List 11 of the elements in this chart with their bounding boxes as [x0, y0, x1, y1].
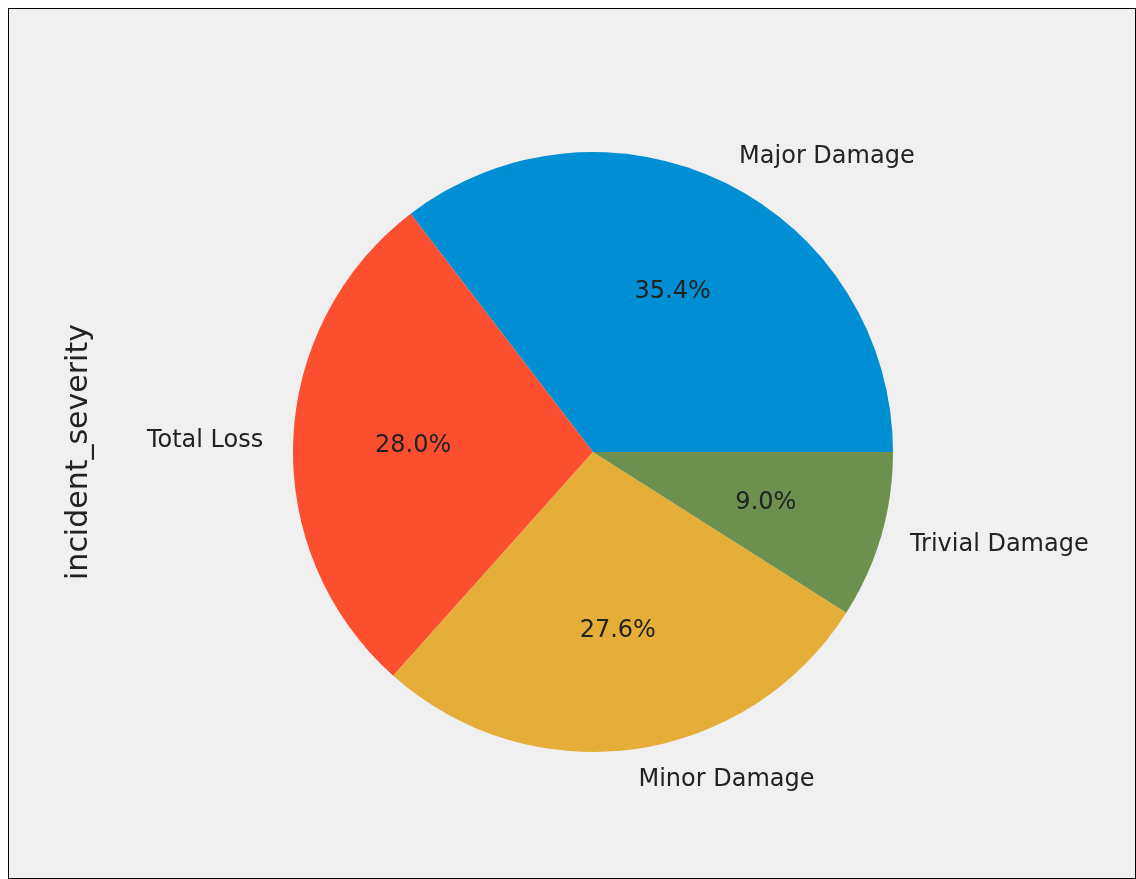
text: incident_severity — [58, 324, 94, 580]
data-label: 9.0% — [735, 487, 797, 516]
pie-slice — [393, 452, 847, 752]
slice-label: Minor Damage — [638, 763, 815, 792]
slice-label: Major Damage — [739, 141, 915, 170]
slice-label: Total Loss — [145, 424, 264, 453]
data-label: 28.0% — [375, 430, 452, 459]
data-label: 35.4% — [634, 275, 711, 304]
data-label: 27.6% — [579, 615, 656, 644]
slice-label: Trivial Damage — [908, 529, 1089, 558]
pie-slice — [593, 452, 893, 613]
